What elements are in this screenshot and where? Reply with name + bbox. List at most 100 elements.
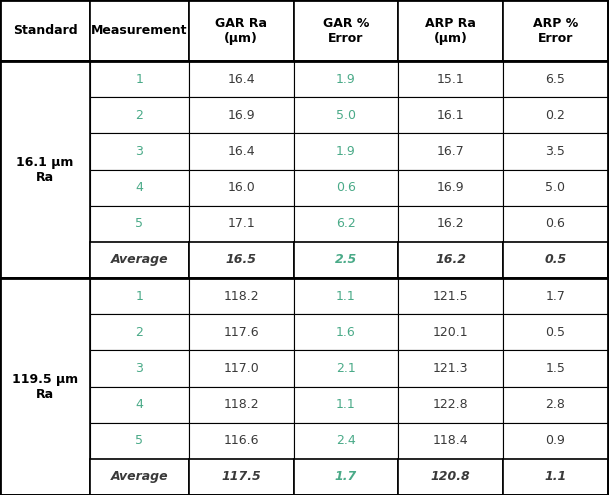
- Bar: [294, 170, 398, 206]
- Bar: [294, 134, 398, 170]
- Bar: [189, 423, 294, 459]
- Bar: [189, 387, 294, 423]
- Bar: [398, 459, 503, 495]
- Text: 6.5: 6.5: [546, 73, 565, 86]
- Bar: [294, 423, 398, 459]
- Bar: [503, 206, 608, 242]
- Bar: [398, 350, 503, 387]
- Text: 2: 2: [136, 109, 143, 122]
- Bar: [90, 206, 189, 242]
- Text: 1.6: 1.6: [336, 326, 356, 339]
- Text: GAR Ra
(μm): GAR Ra (μm): [215, 16, 267, 45]
- Bar: [189, 242, 294, 278]
- Bar: [90, 134, 189, 170]
- Bar: [90, 387, 189, 423]
- Bar: [398, 0, 503, 61]
- Bar: [503, 387, 608, 423]
- Bar: [90, 423, 189, 459]
- Bar: [189, 459, 294, 495]
- Bar: [398, 278, 503, 314]
- Text: 121.3: 121.3: [433, 362, 468, 375]
- Text: 122.8: 122.8: [433, 398, 468, 411]
- Bar: [503, 0, 608, 61]
- Bar: [189, 134, 294, 170]
- Text: 0.6: 0.6: [546, 217, 565, 230]
- Bar: [90, 0, 189, 61]
- Bar: [294, 459, 398, 495]
- Text: Measurement: Measurement: [91, 24, 188, 37]
- Text: 2.4: 2.4: [336, 434, 356, 447]
- Text: Standard: Standard: [13, 24, 77, 37]
- Bar: [90, 170, 189, 206]
- Text: 5: 5: [135, 217, 144, 230]
- Text: 16.7: 16.7: [437, 145, 465, 158]
- Bar: [90, 278, 189, 314]
- Bar: [294, 242, 398, 278]
- Text: 0.5: 0.5: [546, 326, 565, 339]
- Bar: [503, 423, 608, 459]
- Text: 17.1: 17.1: [227, 217, 255, 230]
- Bar: [294, 278, 398, 314]
- Text: 0.2: 0.2: [546, 109, 565, 122]
- Text: 5: 5: [135, 434, 144, 447]
- Text: 116.6: 116.6: [224, 434, 259, 447]
- Text: 117.0: 117.0: [224, 362, 259, 375]
- Bar: [189, 206, 294, 242]
- Text: 120.1: 120.1: [433, 326, 468, 339]
- Text: 0.6: 0.6: [336, 181, 356, 194]
- Text: 16.0: 16.0: [227, 181, 255, 194]
- Text: 6.2: 6.2: [336, 217, 356, 230]
- Text: 1.1: 1.1: [336, 398, 356, 411]
- Text: 3: 3: [136, 145, 143, 158]
- Bar: [294, 61, 398, 98]
- Text: 1: 1: [136, 73, 143, 86]
- Bar: [398, 61, 503, 98]
- Bar: [189, 278, 294, 314]
- Bar: [0, 0, 90, 61]
- Text: 0.9: 0.9: [546, 434, 565, 447]
- Bar: [503, 61, 608, 98]
- Bar: [0, 278, 90, 495]
- Text: 118.2: 118.2: [224, 398, 259, 411]
- Text: 16.1: 16.1: [437, 109, 465, 122]
- Text: 16.4: 16.4: [227, 145, 255, 158]
- Bar: [503, 98, 608, 134]
- Bar: [294, 206, 398, 242]
- Bar: [398, 387, 503, 423]
- Text: 118.4: 118.4: [433, 434, 468, 447]
- Text: 1.1: 1.1: [336, 290, 356, 302]
- Text: 15.1: 15.1: [437, 73, 465, 86]
- Text: 1: 1: [136, 290, 143, 302]
- Text: 1.5: 1.5: [546, 362, 565, 375]
- Bar: [503, 170, 608, 206]
- Text: 4: 4: [136, 398, 143, 411]
- Text: 120.8: 120.8: [431, 470, 471, 484]
- Bar: [294, 314, 398, 350]
- Bar: [90, 61, 189, 98]
- Text: 5.0: 5.0: [546, 181, 565, 194]
- Text: 118.2: 118.2: [224, 290, 259, 302]
- Text: 121.5: 121.5: [433, 290, 468, 302]
- Text: ARP Ra
(μm): ARP Ra (μm): [425, 16, 476, 45]
- Bar: [398, 134, 503, 170]
- Text: 16.9: 16.9: [227, 109, 255, 122]
- Text: 1.7: 1.7: [546, 290, 565, 302]
- Text: 5.0: 5.0: [336, 109, 356, 122]
- Text: 16.5: 16.5: [226, 253, 256, 266]
- Bar: [189, 0, 294, 61]
- Text: 3.5: 3.5: [546, 145, 565, 158]
- Bar: [189, 61, 294, 98]
- Bar: [189, 170, 294, 206]
- Text: 4: 4: [136, 181, 143, 194]
- Text: 16.2: 16.2: [437, 217, 465, 230]
- Text: ARP %
Error: ARP % Error: [533, 16, 578, 45]
- Bar: [398, 242, 503, 278]
- Text: 16.4: 16.4: [227, 73, 255, 86]
- Bar: [90, 350, 189, 387]
- Text: 16.2: 16.2: [435, 253, 466, 266]
- Bar: [294, 387, 398, 423]
- Text: 1.7: 1.7: [335, 470, 357, 484]
- Bar: [398, 170, 503, 206]
- Bar: [90, 459, 189, 495]
- Text: 3: 3: [136, 362, 143, 375]
